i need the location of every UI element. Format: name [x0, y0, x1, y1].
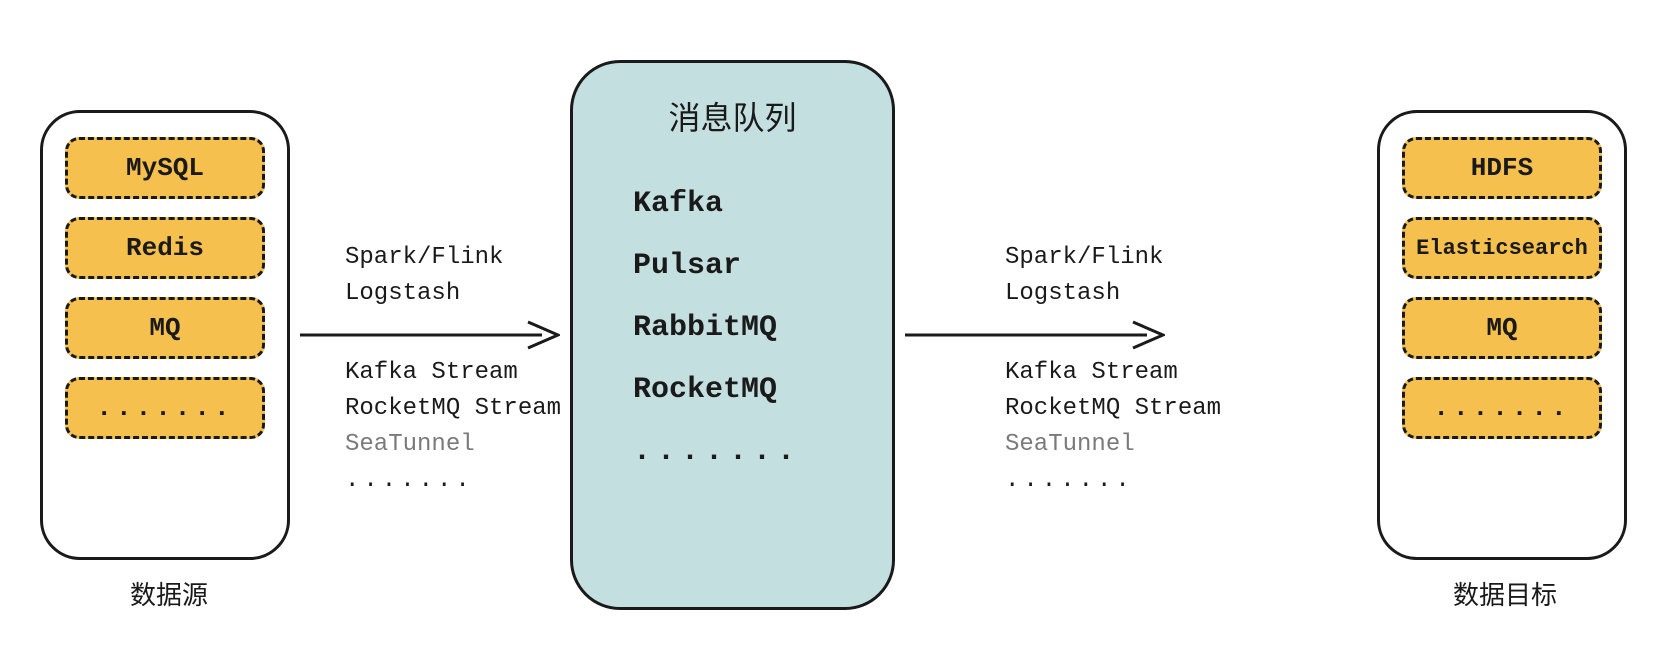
- processors-above-left: Spark/Flink Logstash: [345, 240, 503, 312]
- proc-item: RocketMQ Stream: [1005, 391, 1221, 427]
- source-label: 数据源: [130, 575, 208, 612]
- proc-item: Logstash: [345, 276, 503, 312]
- pipeline-diagram: MySQL Redis MQ ....... 数据源 Spark/Flink L…: [0, 0, 1667, 671]
- queue-item: Pulsar: [603, 249, 862, 283]
- proc-item: SeaTunnel: [345, 427, 561, 463]
- queue-item: RabbitMQ: [603, 311, 862, 345]
- proc-item: Kafka Stream: [345, 355, 561, 391]
- source-item: MQ: [65, 297, 265, 359]
- source-item: MySQL: [65, 137, 265, 199]
- queue-item: RocketMQ: [603, 373, 862, 407]
- queue-item: Kafka: [603, 187, 862, 221]
- proc-item: Spark/Flink: [1005, 240, 1163, 276]
- arrow-queue-to-target: [905, 320, 1165, 355]
- target-panel: HDFS Elasticsearch MQ .......: [1377, 110, 1627, 560]
- queue-item-dots: .......: [603, 435, 862, 469]
- proc-item-dots: .......: [345, 463, 561, 499]
- proc-item: RocketMQ Stream: [345, 391, 561, 427]
- target-item: MQ: [1402, 297, 1602, 359]
- source-item: Redis: [65, 217, 265, 279]
- proc-item: Logstash: [1005, 276, 1163, 312]
- processors-below-right: Kafka Stream RocketMQ Stream SeaTunnel .…: [1005, 355, 1221, 499]
- target-item: Elasticsearch: [1402, 217, 1602, 279]
- proc-item: Spark/Flink: [345, 240, 503, 276]
- proc-item: SeaTunnel: [1005, 427, 1221, 463]
- message-queue-panel: 消息队列 Kafka Pulsar RabbitMQ RocketMQ ....…: [570, 60, 895, 610]
- processors-above-right: Spark/Flink Logstash: [1005, 240, 1163, 312]
- queue-title: 消息队列: [668, 93, 796, 139]
- source-panel: MySQL Redis MQ .......: [40, 110, 290, 560]
- arrow-source-to-queue: [300, 320, 560, 355]
- target-label: 数据目标: [1453, 575, 1557, 612]
- processors-below-left: Kafka Stream RocketMQ Stream SeaTunnel .…: [345, 355, 561, 499]
- proc-item-dots: .......: [1005, 463, 1221, 499]
- target-item: .......: [1402, 377, 1602, 439]
- target-item: HDFS: [1402, 137, 1602, 199]
- proc-item: Kafka Stream: [1005, 355, 1221, 391]
- source-item: .......: [65, 377, 265, 439]
